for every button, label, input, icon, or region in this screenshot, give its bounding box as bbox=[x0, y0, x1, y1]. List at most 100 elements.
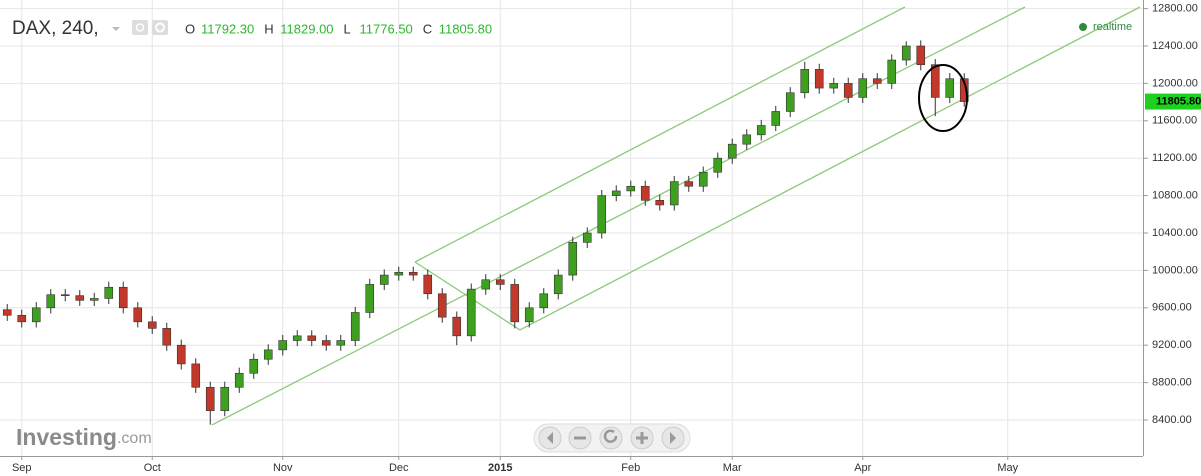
candle-body bbox=[495, 279, 505, 285]
dropdown-arrow[interactable] bbox=[112, 27, 120, 31]
last-price-label: 11805.80 bbox=[1156, 95, 1201, 107]
y-tick-label: 8800.00 bbox=[1152, 377, 1192, 389]
candle-body bbox=[756, 125, 766, 136]
candle-body bbox=[46, 294, 56, 309]
candle-body bbox=[539, 293, 549, 309]
candle-body bbox=[727, 143, 737, 159]
candle-body bbox=[713, 157, 723, 173]
x-tick-label: Sep bbox=[12, 462, 32, 474]
candle-body bbox=[945, 78, 955, 98]
candle-body bbox=[611, 190, 621, 196]
y-tick-label: 12800.00 bbox=[1152, 3, 1198, 15]
x-tick-label: May bbox=[997, 462, 1018, 474]
candle-body bbox=[698, 171, 708, 187]
candle-body bbox=[17, 314, 27, 323]
candle-body bbox=[321, 340, 331, 346]
y-tick-label: 8400.00 bbox=[1152, 414, 1192, 426]
y-tick-label: 9200.00 bbox=[1152, 339, 1192, 351]
candle-body bbox=[191, 363, 201, 388]
candle-body bbox=[858, 78, 868, 98]
candle-body bbox=[205, 386, 215, 411]
reset-icon bbox=[603, 429, 618, 443]
legend-value: 11829.00 bbox=[280, 21, 333, 36]
x-tick-label: Oct bbox=[144, 462, 161, 474]
candle-body bbox=[336, 340, 346, 346]
realtime-label: realtime bbox=[1093, 21, 1132, 33]
candle-body bbox=[350, 312, 360, 341]
brand-logo: Investing.com bbox=[16, 424, 152, 450]
candle-body bbox=[234, 372, 244, 388]
candle-body bbox=[394, 271, 404, 276]
legend-key: H bbox=[264, 21, 273, 36]
candle-body bbox=[684, 181, 694, 187]
y-tick-label: 10000.00 bbox=[1152, 264, 1198, 276]
candle-body bbox=[60, 294, 70, 297]
y-tick-label: 12400.00 bbox=[1152, 40, 1198, 52]
candle-body bbox=[162, 328, 172, 346]
channel-line bbox=[519, 6, 1141, 331]
candle-body bbox=[930, 64, 940, 98]
y-tick-label: 10400.00 bbox=[1152, 227, 1198, 239]
legend-key: O bbox=[185, 21, 195, 36]
y-tick-label: 11200.00 bbox=[1152, 152, 1197, 164]
candle-body bbox=[408, 271, 418, 276]
candle-body bbox=[481, 279, 491, 290]
settings-icon[interactable] bbox=[152, 20, 168, 35]
candle-body bbox=[104, 286, 114, 299]
annotation-circle bbox=[918, 64, 968, 132]
x-tick-label: Dec bbox=[389, 462, 409, 474]
candle-body bbox=[133, 307, 143, 323]
x-tick-label: Mar bbox=[723, 462, 742, 474]
channel-line bbox=[414, 6, 906, 263]
zoom-out-icon bbox=[574, 436, 586, 440]
candle-body bbox=[553, 274, 563, 295]
realtime-dot bbox=[1079, 23, 1087, 31]
ohlc-legend: O 11792.30 H 11829.00 L 11776.50 C 11805.80 bbox=[185, 21, 492, 36]
zoom-in-icon bbox=[636, 432, 648, 444]
candle-body bbox=[829, 83, 839, 89]
eye-icon[interactable] bbox=[132, 20, 148, 35]
candle-body bbox=[959, 78, 969, 102]
candle-body bbox=[887, 59, 897, 84]
candle-body bbox=[89, 298, 99, 301]
candle-body bbox=[655, 199, 665, 206]
x-tick-label: 2015 bbox=[488, 462, 512, 474]
legend-value: 11776.50 bbox=[360, 21, 413, 36]
legend-key: L bbox=[344, 21, 351, 36]
last-price-box bbox=[1145, 93, 1201, 110]
axis-labels: 8400.00 8800.00 9200.00 9600.00 10000.00 1040… bbox=[12, 3, 1201, 474]
candle-body bbox=[872, 78, 882, 84]
candle-body bbox=[771, 111, 781, 126]
legend-key: C bbox=[423, 21, 432, 36]
brand-suffix: .com bbox=[117, 430, 152, 447]
candle-body bbox=[597, 195, 607, 234]
candle-body bbox=[292, 335, 302, 341]
candle-body bbox=[379, 274, 389, 285]
y-tick-label: 11600.00 bbox=[1152, 115, 1197, 127]
candle-body bbox=[582, 232, 592, 243]
candle-body bbox=[916, 45, 926, 66]
brand-name: Investing bbox=[16, 424, 117, 450]
y-tick-label: 12000.00 bbox=[1152, 77, 1198, 89]
candle-body bbox=[437, 293, 447, 318]
candle-body bbox=[640, 185, 650, 201]
candle-body bbox=[843, 83, 853, 98]
scroll-right-icon bbox=[670, 432, 676, 444]
candle-body bbox=[626, 185, 636, 192]
x-tick-label: Feb bbox=[621, 462, 640, 474]
scroll-left-icon bbox=[547, 432, 553, 444]
candle-body bbox=[31, 307, 41, 323]
candle-body bbox=[249, 358, 259, 374]
candle-body bbox=[510, 284, 520, 323]
candle-body bbox=[800, 69, 810, 94]
candle-body bbox=[742, 134, 752, 145]
candle-body bbox=[365, 284, 375, 313]
chart-title: DAX, 240, bbox=[12, 18, 99, 39]
legend-value: 11792.30 bbox=[201, 21, 254, 36]
candle-body bbox=[75, 295, 85, 301]
candle-body bbox=[147, 321, 157, 329]
plot-area bbox=[2, 6, 1141, 426]
candle-body bbox=[785, 92, 795, 112]
candle-body bbox=[423, 274, 433, 295]
